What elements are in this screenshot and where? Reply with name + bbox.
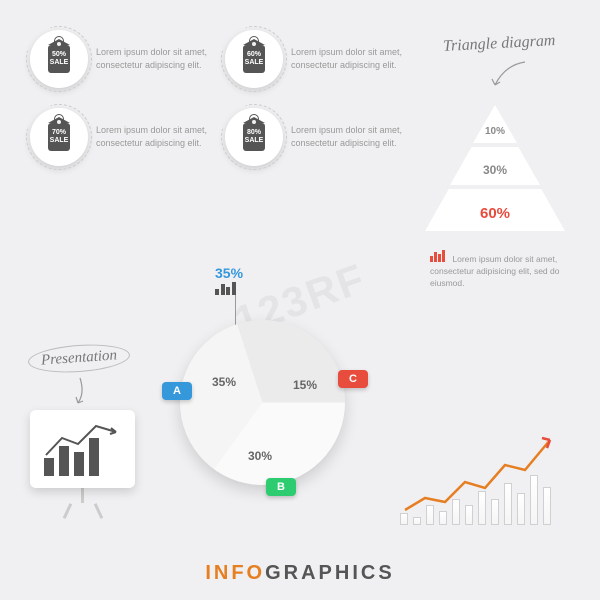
arrow-icon [75,375,105,405]
badge-caption: Lorem ipsum dolor sit amet, consectetur … [291,46,410,71]
presentation-label: Presentation [27,341,131,375]
price-tag-icon: 70%SALE [48,123,70,151]
price-tag-icon: 50%SALE [48,45,70,73]
badge-70: 70%SALE Lorem ipsum dolor sit amet, cons… [30,108,215,166]
badge-circle: 60%SALE [225,30,283,88]
badge-80: 80%SALE Lorem ipsum dolor sit amet, cons… [225,108,410,166]
arc-c: C [338,370,368,388]
triangle-tier-1: 10% [473,105,517,143]
badge-60: 60%SALE Lorem ipsum dolor sit amet, cons… [225,30,410,88]
triangle-diagram: 10% 30% 60% [425,105,565,235]
triangle-caption: Lorem ipsum dolor sit amet, consectetur … [430,250,570,290]
triangle-label: Triangle diagram [442,32,555,56]
bar-chart-icon [215,282,237,300]
badge-caption: Lorem ipsum dolor sit amet, consectetur … [96,46,215,71]
slice-a-value: 35% [212,375,236,389]
badge-circle: 80%SALE [225,108,283,166]
footer-title: INFOGRAPHICS [0,562,600,585]
arc-a: A [162,382,192,400]
trend-line-icon [44,420,344,460]
slice-c-value: 15% [293,378,317,392]
badge-caption: Lorem ipsum dolor sit amet, consectetur … [291,124,410,149]
price-tag-icon: 60%SALE [243,45,265,73]
badge-circle: 70%SALE [30,108,88,166]
presentation-board [30,410,135,515]
arrow-icon [490,60,530,90]
price-tag-icon: 80%SALE [243,123,265,151]
badge-circle: 50%SALE [30,30,88,88]
board-panel [30,410,135,488]
badge-caption: Lorem ipsum dolor sit amet, consectetur … [96,124,215,149]
bar-chart-icon [430,250,446,266]
growth-chart [400,430,565,525]
growth-trend-line [400,430,600,580]
badge-50: 50%SALE Lorem ipsum dolor sit amet, cons… [30,30,215,88]
triangle-tier-2: 30% [450,147,540,185]
triangle-tier-3: 60% [425,189,565,231]
sale-badges-grid: 50%SALE Lorem ipsum dolor sit amet, cons… [30,30,410,166]
arc-b: B [266,478,296,496]
pie-callout: 35% [215,265,243,281]
pie-chart: 35% 30% 15% [180,320,345,485]
